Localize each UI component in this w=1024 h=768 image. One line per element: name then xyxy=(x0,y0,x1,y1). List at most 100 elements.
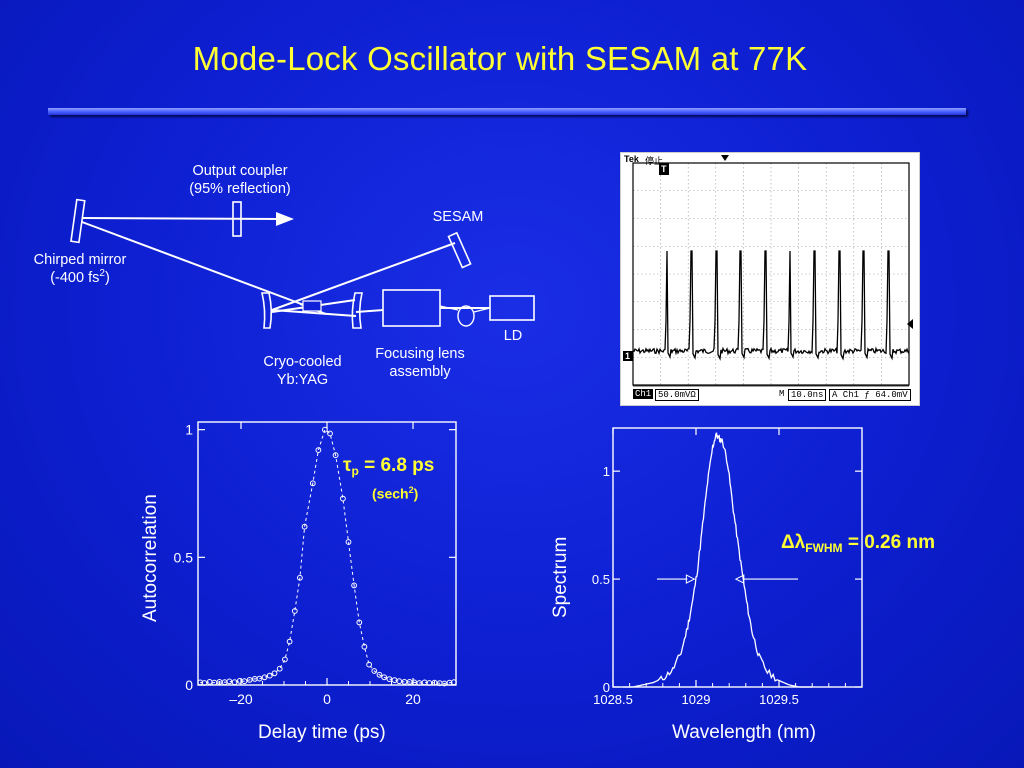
data-point xyxy=(351,582,358,589)
chirped-mirror-label-line1: Chirped mirror xyxy=(33,252,127,268)
chirped-mirror xyxy=(70,198,86,244)
y-tick-label: 0 xyxy=(603,680,610,695)
spectrum-x-axis-title: Wavelength (nm) xyxy=(672,722,816,743)
data-point xyxy=(201,680,208,686)
data-point xyxy=(371,668,378,674)
y-tick-label: 0.5 xyxy=(592,572,610,587)
data-point xyxy=(451,679,457,686)
beam-long-lower xyxy=(81,221,313,309)
data-point xyxy=(301,523,308,530)
data-point xyxy=(276,665,283,672)
x-tick-label: 1029 xyxy=(682,692,711,707)
title-underline xyxy=(48,108,966,115)
y-tick-label: 1 xyxy=(185,422,193,438)
trigger-level-marker xyxy=(907,319,913,329)
fwhm-left-arrowhead xyxy=(685,574,696,584)
data-point xyxy=(241,678,248,685)
chirped-mirror-label: Chirped mirror (-400 fs2) xyxy=(15,251,145,287)
lens-label-line1: Focusing lens xyxy=(375,346,465,362)
beam-cross-2 xyxy=(271,309,357,317)
scope-state: 停止 xyxy=(645,156,664,166)
scope-screen xyxy=(623,155,913,387)
x-tick-label: –20 xyxy=(229,691,253,707)
beam-output xyxy=(81,217,283,220)
cavity-diagram xyxy=(70,198,535,329)
scope-graticule-border xyxy=(632,162,910,386)
output-coupler-label: Output coupler (95% reflection) xyxy=(160,162,320,198)
lens-label-line2: assembly xyxy=(389,364,451,380)
chirped-mirror-label-line2: (-400 fs2) xyxy=(50,268,110,286)
data-point xyxy=(315,447,322,453)
data-point xyxy=(345,539,352,545)
autocorrelation-y-axis-title: Autocorrelation xyxy=(140,494,161,622)
data-point xyxy=(381,674,388,681)
autocorrelation-x-axis-title: Delay time (ps) xyxy=(258,722,386,743)
spectrum-trace xyxy=(623,432,813,688)
spectrum-plot-frame xyxy=(612,427,863,688)
trigger-position-marker xyxy=(721,155,729,161)
data-point xyxy=(332,452,339,459)
sech2-fit-curve xyxy=(200,428,454,685)
pulse-shape-annotation: (sech2) xyxy=(372,485,419,502)
data-point xyxy=(197,679,204,686)
curved-mirror-left xyxy=(260,292,273,329)
y-tick-label: 0.5 xyxy=(174,549,194,565)
data-point xyxy=(340,495,346,502)
curved-mirror-right xyxy=(351,292,364,329)
crystal-label: Cryo-cooled Yb:YAG xyxy=(240,353,365,389)
beam-to-sesam xyxy=(271,242,456,311)
sesam-mirror xyxy=(447,231,472,269)
pulse-width-annotation: τp = 6.8 ps xyxy=(343,455,435,478)
data-point xyxy=(286,638,293,645)
ld-label: LD xyxy=(503,328,523,344)
fwhm-right-arrowhead xyxy=(734,574,745,584)
scope-trigger-text: A Ch1 ƒ 64.0mV xyxy=(829,389,911,401)
data-point xyxy=(256,675,263,682)
data-point xyxy=(309,480,316,487)
data-point xyxy=(231,679,238,686)
scope-channel-marker: 1 xyxy=(625,351,631,361)
fiber-loop xyxy=(457,305,475,327)
autocorrelation-chart: –20 0 20 0 0.5 1 xyxy=(174,421,457,707)
y-tick-label: 0 xyxy=(185,677,193,693)
spectrum-chart: 1028.5 1029 1029.5 0 0.5 1 xyxy=(592,427,863,707)
yb-yag-crystal xyxy=(302,300,322,312)
data-point xyxy=(291,608,298,614)
lens-label: Focusing lens assembly xyxy=(355,345,485,381)
oscilloscope-screenshot: Tek 停止 T 1 Ch1 50.0mVΩ M 10.0ns A Ch1 ƒ … xyxy=(620,152,920,406)
data-point xyxy=(322,426,328,433)
data-point xyxy=(266,672,273,679)
output-coupler-label-line1: Output coupler xyxy=(192,163,288,179)
data-point xyxy=(376,671,383,678)
sesam-label: SESAM xyxy=(432,209,484,225)
data-point xyxy=(327,430,333,437)
data-point xyxy=(261,674,268,681)
output-coupler-label-line2: (95% reflection) xyxy=(189,181,291,197)
data-point xyxy=(226,678,233,685)
scope-volts-per-div: 50.0mVΩ xyxy=(655,389,699,401)
bandwidth-annotation: ΔλFWHM = 0.26 nm xyxy=(781,532,935,555)
x-tick-label: 20 xyxy=(405,691,421,707)
data-point xyxy=(211,679,218,686)
x-tick-label: 1028.5 xyxy=(593,692,633,707)
scope-trace xyxy=(632,250,910,361)
output-coupler xyxy=(232,201,242,237)
x-tick-label: 0 xyxy=(323,691,331,707)
data-point xyxy=(246,677,253,683)
data-point xyxy=(297,574,303,581)
output-arrowhead xyxy=(276,212,294,226)
data-point xyxy=(282,656,288,663)
scope-m-label: M xyxy=(779,389,785,399)
scope-brand: Tek xyxy=(624,154,639,164)
scope-trigger-marker: T xyxy=(661,164,667,174)
crystal-label-line1: Cryo-cooled xyxy=(263,354,342,370)
spectrum-y-axis-title: Spectrum xyxy=(550,536,571,618)
data-point xyxy=(356,619,363,626)
slide-title: Mode-Lock Oscillator with SESAM at 77K xyxy=(192,40,808,77)
data-point xyxy=(271,670,278,677)
x-tick-label: 1029.5 xyxy=(759,692,799,707)
scope-time-per-div: 10.0ns xyxy=(788,389,827,401)
data-point xyxy=(361,643,368,650)
scope-ch-label: Ch1 xyxy=(633,389,654,399)
